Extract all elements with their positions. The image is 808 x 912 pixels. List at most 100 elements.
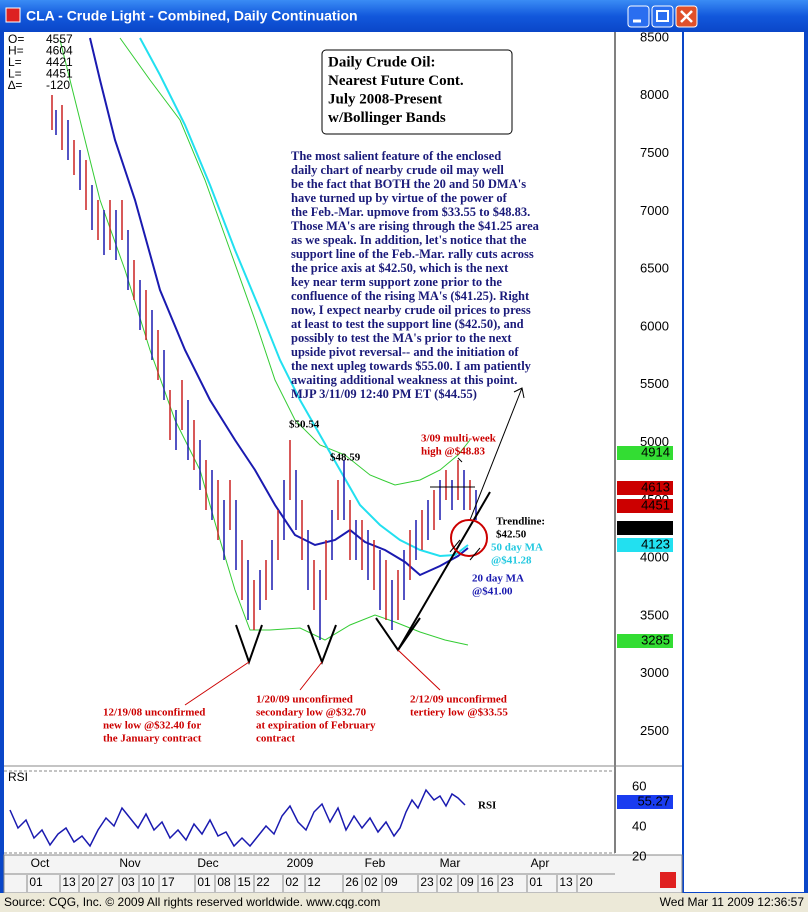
date-label: 27 bbox=[100, 875, 114, 889]
price-box-label: 4251 bbox=[641, 519, 670, 534]
blank-area bbox=[684, 32, 804, 892]
rsi-panel-label: RSI bbox=[8, 770, 28, 784]
date-label: 10 bbox=[141, 875, 155, 889]
info-label: ∆= bbox=[8, 78, 22, 92]
month-label: Oct bbox=[31, 856, 50, 870]
commentary: daily chart of nearby crude oil may well bbox=[291, 163, 504, 177]
y-tick-label: 4000 bbox=[640, 550, 669, 565]
commentary: The most salient feature of the enclosed bbox=[291, 149, 501, 163]
date-label: 02 bbox=[285, 875, 299, 889]
headline-box bbox=[321, 49, 513, 135]
commentary: the Feb.-Mar. upmove from $33.55 to $48.… bbox=[291, 205, 530, 219]
commentary: key near term support zone prior to the bbox=[291, 275, 502, 289]
price-box bbox=[617, 538, 673, 552]
date-label: 09 bbox=[460, 875, 474, 889]
headline: Daily Crude Oil: bbox=[328, 54, 436, 70]
annotation: secondary low @$32.70 bbox=[256, 707, 367, 719]
y-tick-label: 6000 bbox=[640, 318, 669, 333]
month-label: Nov bbox=[119, 856, 140, 870]
annotation: Trendline: bbox=[496, 516, 545, 528]
date-label: 20 bbox=[579, 875, 593, 889]
date-label: 01 bbox=[197, 875, 211, 889]
date-label: 17 bbox=[161, 875, 175, 889]
price-box-label: 4613 bbox=[641, 479, 670, 494]
commentary: at least to test the support line ($42.5… bbox=[291, 317, 524, 331]
price-bars-up bbox=[55, 110, 477, 640]
rsi-tick-label: 40 bbox=[632, 818, 646, 833]
price-box-label: 4123 bbox=[641, 536, 670, 551]
minimize-button[interactable] bbox=[627, 5, 650, 28]
app-icon bbox=[5, 7, 21, 23]
upper-band bbox=[119, 37, 471, 486]
ma-20 bbox=[89, 37, 469, 577]
date-label: 02 bbox=[439, 875, 453, 889]
commentary: the price axis at $42.50, which is the n… bbox=[291, 261, 509, 275]
price-box bbox=[617, 521, 673, 535]
target-arrow bbox=[469, 387, 525, 521]
annotation: $50.54 bbox=[289, 419, 320, 431]
annotation: $48.59 bbox=[330, 452, 361, 464]
date-label: 12 bbox=[307, 875, 321, 889]
rsi-box-label: 55.27 bbox=[637, 793, 670, 808]
annotation: $42.50 bbox=[496, 529, 527, 541]
date-label: 26 bbox=[345, 875, 359, 889]
ticks bbox=[449, 457, 481, 561]
rsi-tick-label: 60 bbox=[632, 778, 646, 793]
info-label: L= bbox=[8, 55, 22, 69]
footer-source: Source: CQG, Inc. © 2009 All rights rese… bbox=[4, 895, 380, 909]
month-label: Dec bbox=[197, 856, 218, 870]
price-box bbox=[617, 481, 673, 495]
price-box-label: 4451 bbox=[641, 497, 670, 512]
date-label: 02 bbox=[364, 875, 378, 889]
rsi-box bbox=[617, 795, 673, 809]
date-label: 08 bbox=[217, 875, 231, 889]
month-label: Mar bbox=[440, 856, 461, 870]
headline: July 2008-Present bbox=[328, 91, 442, 107]
rsi-line-label: RSI bbox=[478, 800, 496, 812]
annotation: contract bbox=[256, 733, 295, 745]
y-tick-label: 3000 bbox=[640, 665, 669, 680]
annotation: high @$48.83 bbox=[421, 446, 486, 458]
headline: w/Bollinger Bands bbox=[328, 110, 446, 126]
y-tick-label: 7000 bbox=[640, 203, 669, 218]
window-title: CLA - Crude Light - Combined, Daily Cont… bbox=[26, 8, 358, 24]
info-label: H= bbox=[8, 44, 24, 58]
commentary: awaiting additional weakness at this poi… bbox=[291, 373, 517, 387]
commentary: support line of the Feb.-Mar. rally cuts… bbox=[291, 247, 534, 261]
highlight-circle bbox=[450, 519, 488, 557]
date-label: 03 bbox=[121, 875, 135, 889]
commentary: Those MA's are rising through the $41.25… bbox=[291, 219, 540, 233]
date-label: 15 bbox=[237, 875, 251, 889]
y-tick-label: 6500 bbox=[640, 261, 669, 276]
headline: Nearest Future Cont. bbox=[328, 73, 464, 89]
info-value: -120 bbox=[46, 78, 70, 92]
month-label: Feb bbox=[365, 856, 386, 870]
price-box-label: 3285 bbox=[641, 632, 670, 647]
annotation: 20 day MA bbox=[472, 573, 524, 585]
price-box bbox=[617, 634, 673, 648]
commentary: upside pivot reversal-- and the initiati… bbox=[291, 345, 519, 359]
scroll-button[interactable] bbox=[660, 872, 676, 888]
date-label: 13 bbox=[559, 875, 573, 889]
y-tick-label: 8500 bbox=[640, 29, 669, 44]
trendline bbox=[397, 491, 491, 651]
window-buttons[interactable] bbox=[627, 5, 698, 28]
commentary: have turned up by virtue of the power of bbox=[291, 191, 508, 205]
annotation: new low @$32.40 for bbox=[103, 720, 201, 732]
commentary: confluence of the rising MA's ($41.25). … bbox=[291, 289, 530, 303]
maximize-button[interactable] bbox=[651, 5, 674, 28]
date-label: 09 bbox=[384, 875, 398, 889]
month-label: Apr bbox=[531, 856, 550, 870]
commentary: as we speak. In addition, let's notice t… bbox=[291, 233, 527, 247]
y-tick-label: 3500 bbox=[640, 607, 669, 622]
rsi-line bbox=[9, 788, 466, 848]
date-label: 23 bbox=[420, 875, 434, 889]
commentary: now, I expect nearby crude oil prices to… bbox=[291, 303, 531, 317]
date-label: 01 bbox=[529, 875, 543, 889]
annotation: @$41.00 bbox=[472, 586, 513, 598]
price-box bbox=[617, 446, 673, 460]
price-box bbox=[617, 499, 673, 513]
annotation: 12/19/08 unconfirmed bbox=[103, 707, 205, 719]
date-label: 16 bbox=[480, 875, 494, 889]
annotation: 3/09 multi-week bbox=[421, 433, 497, 445]
